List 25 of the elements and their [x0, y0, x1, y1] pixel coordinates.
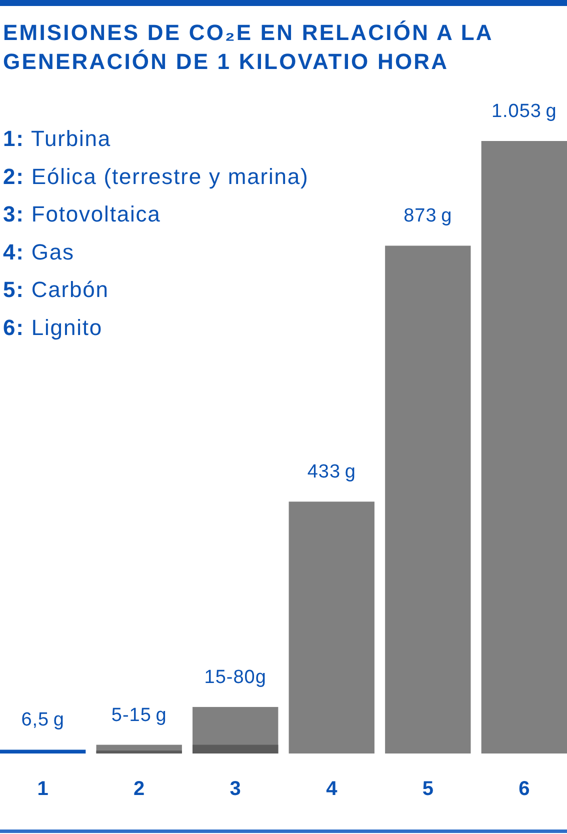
chart-title: EMISIONES DE CO₂E EN RELACIÓN A LA GENERACIÓN DE 1 KILOVATIO HORA [3, 20, 494, 74]
data-label: 15-80g [204, 666, 266, 688]
annotation: 5: Carbón [3, 277, 109, 302]
x-tick-label: 1 [37, 778, 48, 800]
x-tick-label: 4 [326, 778, 338, 800]
data-label: 6,5 g [21, 710, 64, 731]
data-label: 1.053 g [491, 101, 557, 122]
bar [96, 750, 182, 754]
annotation: 6: Lignito [3, 315, 103, 340]
data-label: 5-15 g [111, 704, 167, 726]
bar [288, 502, 374, 754]
bar [385, 246, 471, 754]
annotation: 4: Gas [3, 239, 74, 264]
data-label: 433 g [307, 462, 356, 483]
x-tick-label: 5 [422, 778, 434, 800]
bar [0, 750, 86, 754]
x-tick-label: 2 [134, 778, 145, 800]
annotation: 3: Fotovoltaica [3, 202, 161, 227]
bar [192, 744, 278, 754]
annotation: 1: Turbina [3, 126, 112, 151]
annotation: 2: Eólica (terrestre y marina) [3, 164, 309, 189]
x-tick-label: 3 [230, 778, 241, 800]
x-tick-label: 6 [518, 778, 530, 800]
bar [481, 141, 567, 754]
data-label: 873 g [404, 206, 452, 227]
